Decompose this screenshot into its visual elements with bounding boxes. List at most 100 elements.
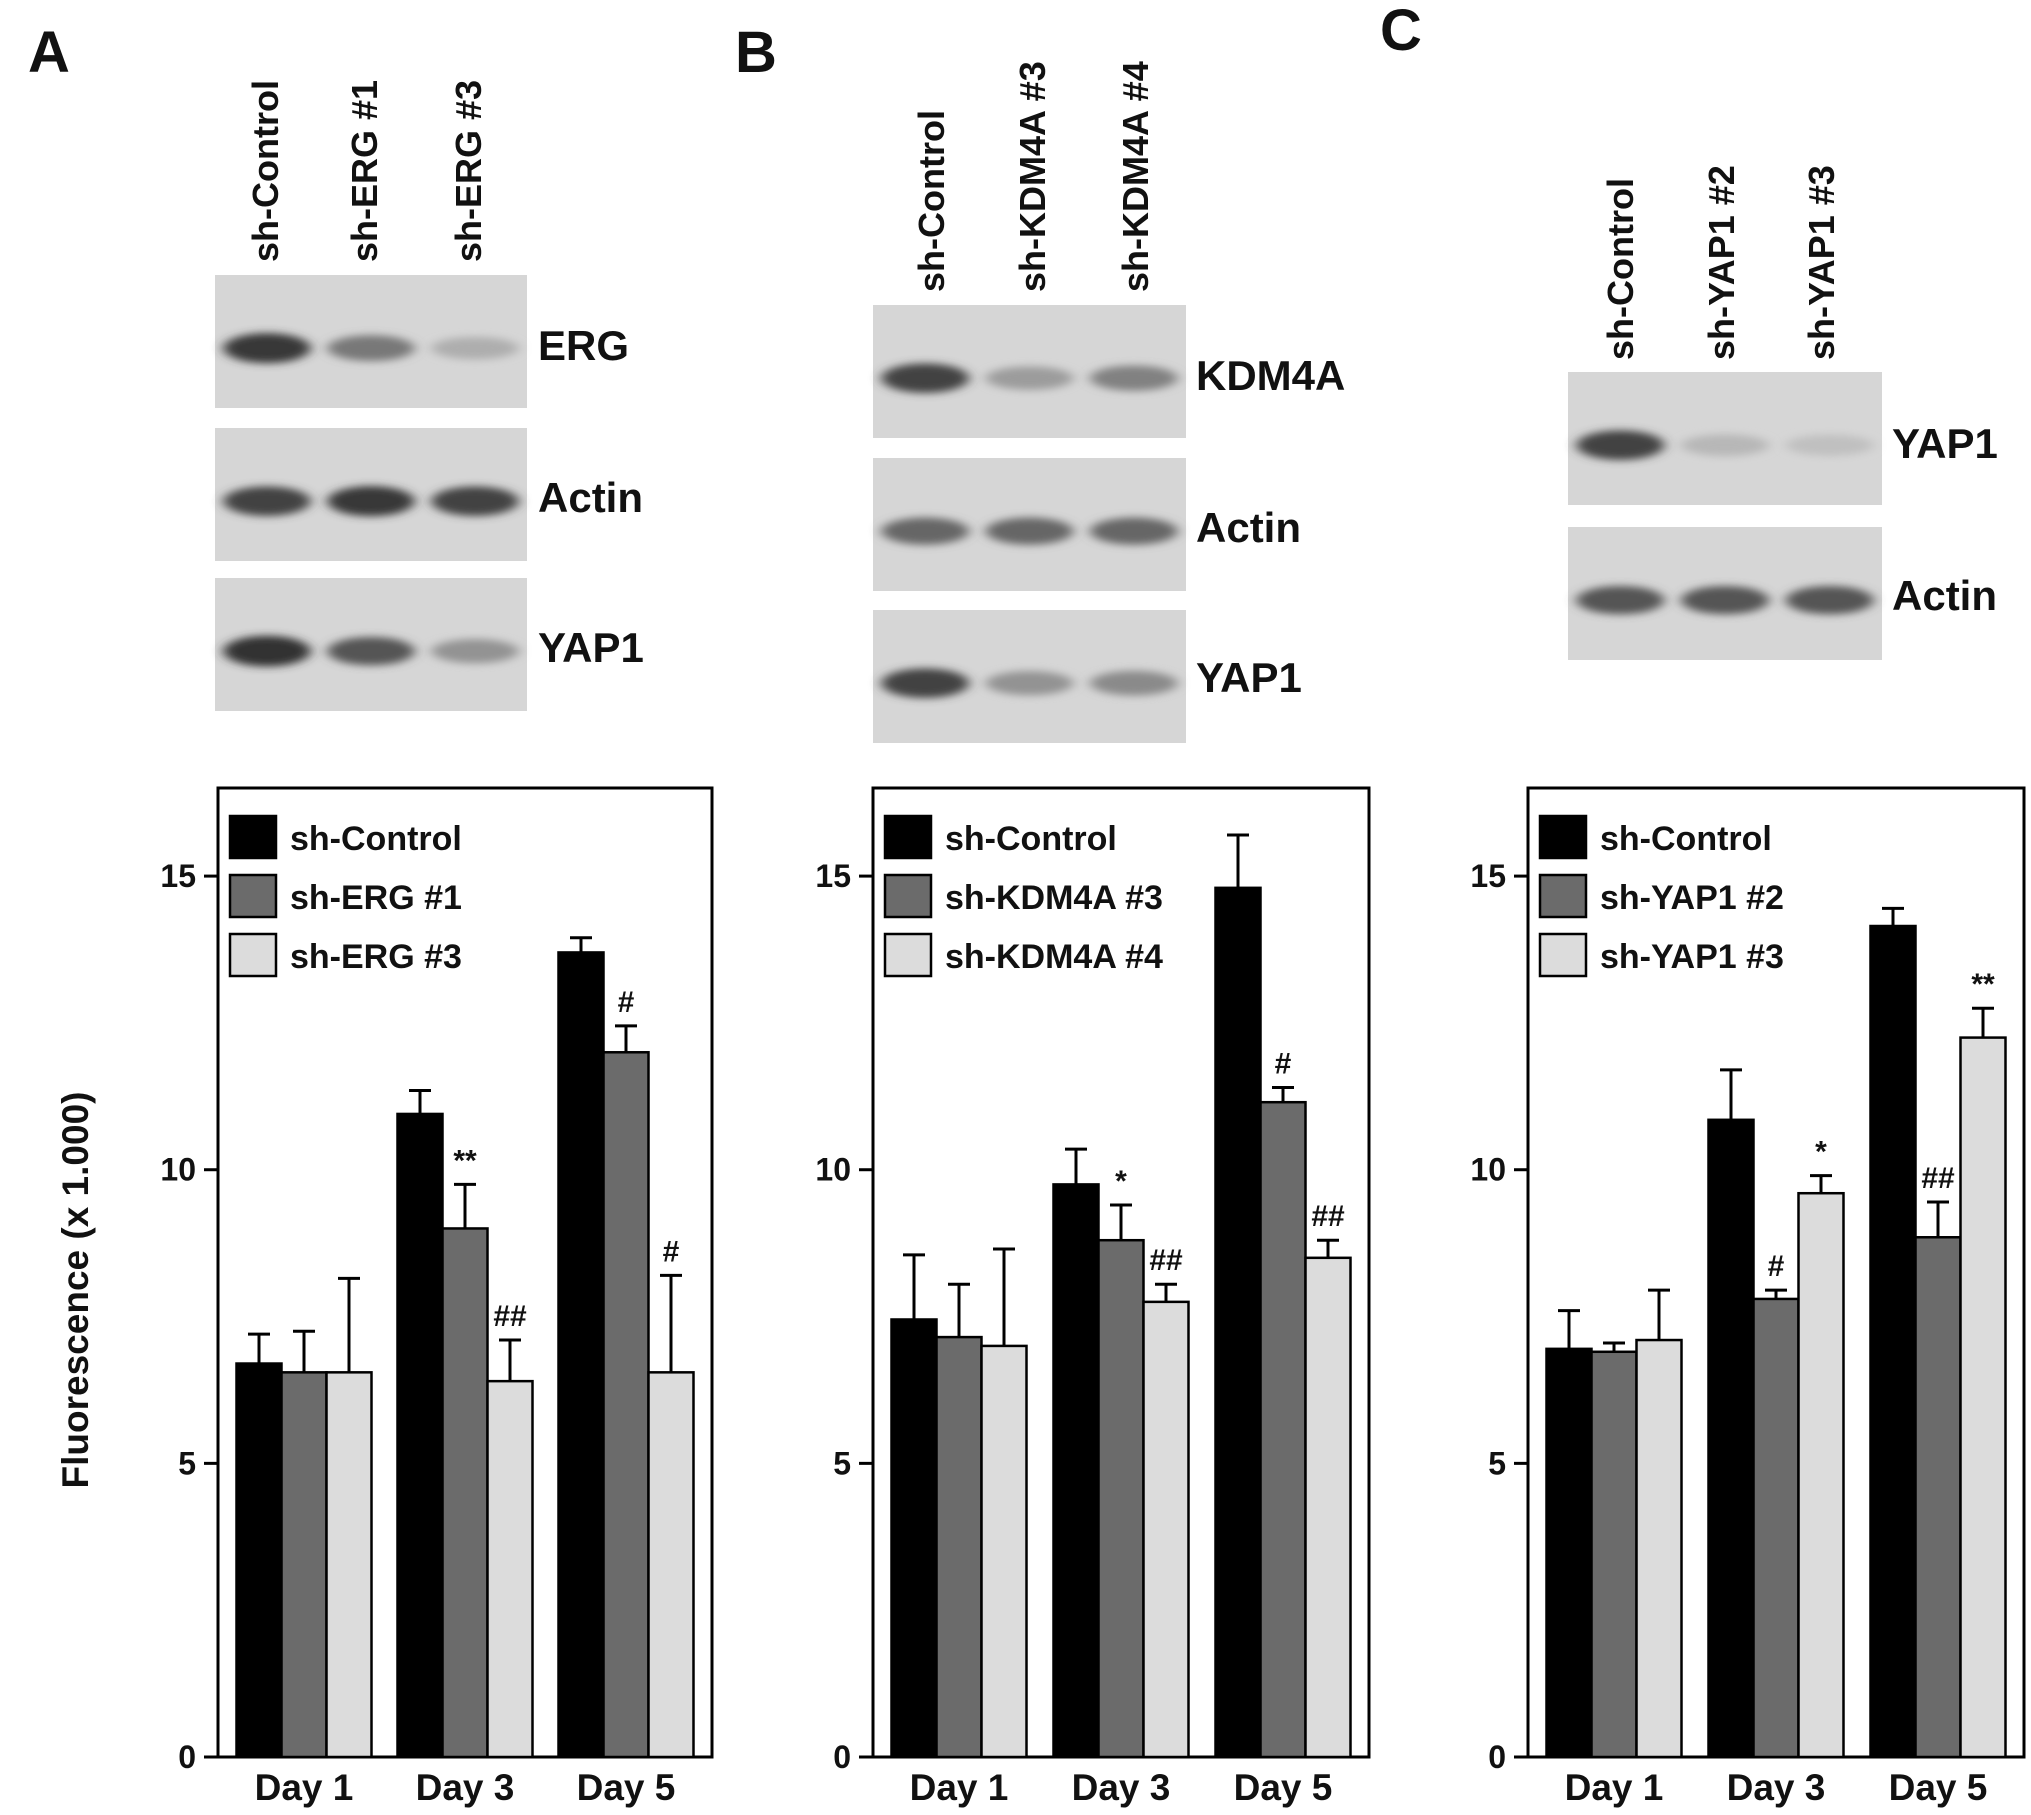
significance-label: # [1275, 1048, 1292, 1081]
legend-label: sh-Control [1600, 820, 1772, 858]
lane-label-b-3: sh-KDM4A #4 [1115, 61, 1156, 292]
significance-label: # [618, 986, 635, 1019]
bar-3-3 [647, 1371, 695, 1759]
bar-1-2 [1052, 1183, 1100, 1759]
x-category-label: Day 5 [1889, 1767, 1988, 1808]
y-tick-label: 0 [1488, 1739, 1506, 1775]
band-c-1-lane-2 [1681, 434, 1769, 457]
band-b-2-lane-1 [881, 517, 969, 545]
significance-label: ## [1921, 1162, 1955, 1195]
x-category-label: Day 3 [416, 1767, 515, 1808]
protein-label-a-2: Actin [538, 474, 643, 521]
bar-2-3 [1259, 1100, 1307, 1759]
bar-3-3 [1959, 1036, 2007, 1759]
band-a-3-lane-3 [431, 639, 519, 664]
significance-label: ## [1149, 1244, 1183, 1277]
band-b-3-lane-3 [1090, 670, 1178, 696]
lane-label-c-2: sh-YAP1 #2 [1701, 165, 1742, 360]
protein-label-c-2: Actin [1892, 572, 1997, 619]
blot-a-2 [215, 428, 527, 561]
protein-label-c-1: YAP1 [1892, 420, 1998, 467]
bar-2-2 [1752, 1297, 1800, 1759]
y-tick-label: 5 [833, 1445, 851, 1481]
band-c-2-lane-2 [1681, 585, 1769, 615]
legend-swatch [883, 932, 933, 978]
significance-label: * [1815, 1136, 1827, 1169]
panel-letter-a: A [28, 20, 70, 85]
band-b-3-lane-2 [985, 671, 1074, 696]
bar-2-2 [1097, 1238, 1145, 1759]
blot-b-2 [873, 458, 1186, 591]
lane-label-c-1: sh-Control [1600, 178, 1641, 360]
legend-swatch [1538, 814, 1588, 860]
legend-swatch [883, 814, 933, 860]
bar-3-2 [1797, 1191, 1845, 1759]
significance-label: ## [1311, 1200, 1345, 1233]
bar-3-1 [325, 1371, 373, 1759]
band-b-1-lane-1 [881, 363, 969, 393]
x-category-label: Day 3 [1727, 1767, 1826, 1808]
protein-label-b-1: KDM4A [1196, 352, 1345, 399]
blot-a-3 [215, 578, 527, 711]
band-a-2-lane-2 [327, 486, 415, 517]
legend-label: sh-YAP1 #2 [1600, 879, 1784, 917]
protein-label-a-3: YAP1 [538, 624, 644, 671]
band-c-1-lane-1 [1576, 430, 1665, 460]
band-a-3-lane-1 [223, 635, 311, 667]
legend-swatch [228, 814, 278, 860]
bar-2-2 [441, 1227, 489, 1759]
protein-label-b-2: Actin [1196, 504, 1301, 551]
band-b-2-lane-3 [1090, 517, 1178, 545]
bar-1-3 [557, 951, 605, 1759]
band-c-1-lane-3 [1785, 434, 1874, 456]
lane-label-a-2: sh-ERG #1 [344, 80, 385, 262]
panel-letter-c: C [1380, 0, 1422, 63]
band-b-2-lane-2 [985, 517, 1074, 545]
legend-swatch [883, 873, 933, 919]
band-c-2-lane-1 [1576, 585, 1665, 615]
y-tick-label: 10 [160, 1152, 196, 1188]
blot-a-1 [215, 275, 527, 408]
legend-label: sh-KDM4A #4 [945, 938, 1163, 976]
bar-2-3 [1914, 1236, 1962, 1759]
lane-label-a-3: sh-ERG #3 [448, 80, 489, 262]
significance-label: # [1768, 1250, 1785, 1283]
significance-label: ** [453, 1144, 477, 1177]
bar-2-1 [935, 1335, 983, 1759]
legend-label: sh-ERG #3 [290, 938, 462, 976]
y-tick-label: 10 [1470, 1152, 1506, 1188]
legend-label: sh-ERG #1 [290, 879, 462, 917]
bar-2-1 [280, 1371, 328, 1759]
lane-label-b-2: sh-KDM4A #3 [1012, 61, 1053, 292]
y-axis-label: Fluorescence (x 1.000) [55, 1092, 96, 1489]
bar-1-1 [890, 1318, 938, 1759]
legend-swatch [228, 932, 278, 978]
significance-label: * [1115, 1165, 1127, 1198]
band-a-2-lane-3 [431, 486, 519, 516]
significance-label: # [663, 1235, 680, 1268]
bar-3-1 [980, 1344, 1028, 1759]
band-a-1-lane-3 [431, 336, 519, 360]
blot-c-2 [1568, 527, 1882, 660]
bar-2-3 [602, 1051, 650, 1759]
bar-1-1 [235, 1362, 283, 1759]
x-category-label: Day 5 [1234, 1767, 1333, 1808]
y-tick-label: 15 [160, 858, 196, 894]
significance-label: ** [1971, 968, 1995, 1001]
blot-c-1 [1568, 372, 1882, 505]
band-a-1-lane-2 [327, 335, 415, 362]
bar-3-2 [1142, 1300, 1190, 1759]
protein-label-b-3: YAP1 [1196, 654, 1302, 701]
x-category-label: Day 1 [255, 1767, 354, 1808]
band-a-2-lane-1 [223, 486, 311, 516]
bar-1-1 [1545, 1347, 1593, 1759]
x-category-label: Day 5 [577, 1767, 676, 1808]
significance-label: ## [493, 1300, 527, 1333]
bar-1-2 [396, 1112, 444, 1759]
y-tick-label: 15 [1470, 858, 1506, 894]
blot-b-1 [873, 305, 1186, 438]
legend-swatch [1538, 873, 1588, 919]
